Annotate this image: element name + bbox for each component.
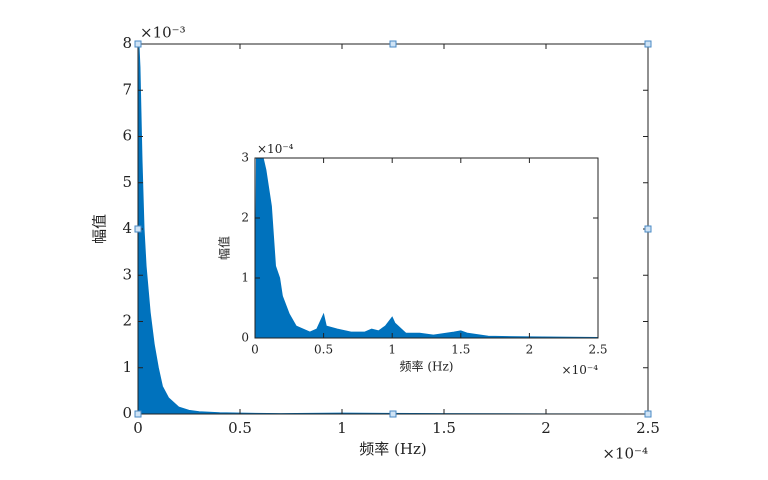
x-tick-label: 0 [133, 419, 143, 437]
x-tick-label: 2.5 [588, 343, 607, 357]
x-tick-label: 0.5 [314, 343, 333, 357]
y-multiplier: ×10⁻³ [140, 24, 186, 42]
x-tick-label: 0 [251, 343, 259, 357]
x-tick-label: 2 [541, 419, 551, 437]
selection-handle [389, 410, 397, 418]
x-multiplier: ×10⁻⁴ [602, 445, 648, 463]
y-tick-label: 5 [122, 173, 132, 191]
y-axis-label: 幅值 [91, 214, 109, 244]
y-axis-label: 幅值 [217, 236, 232, 260]
y-tick-label: 2 [122, 312, 132, 330]
y-tick-label: 0 [241, 331, 249, 345]
y-tick-label: 4 [122, 219, 132, 237]
y-multiplier: ×10⁻⁴ [257, 142, 294, 156]
inset-background [255, 158, 598, 338]
x-tick-label: 2.5 [636, 419, 660, 437]
selection-handle [134, 40, 142, 48]
spectrum-area [255, 158, 598, 338]
x-tick-label: 1.5 [432, 419, 456, 437]
x-tick-label: 1 [388, 343, 396, 357]
selection-handle [389, 40, 397, 48]
selection-handle [644, 410, 652, 418]
selection-handle [134, 225, 142, 233]
x-tick-label: 1 [337, 419, 347, 437]
x-multiplier: ×10⁻⁴ [562, 363, 599, 377]
y-tick-label: 0 [122, 404, 132, 422]
y-tick-label: 1 [241, 271, 249, 285]
y-tick-label: 3 [241, 151, 249, 165]
x-axis-label: 频率 (Hz) [359, 440, 426, 458]
plot-frame [254, 157, 599, 339]
y-tick-label: 1 [122, 358, 132, 376]
selection-handle [644, 225, 652, 233]
x-axis-label: 频率 (Hz) [400, 358, 454, 373]
y-tick-label: 2 [241, 211, 249, 225]
selection-handle [134, 410, 142, 418]
y-tick-label: 3 [122, 265, 132, 283]
selection-handle [644, 40, 652, 48]
x-tick-label: 1.5 [451, 343, 470, 357]
x-tick-label: 0.5 [228, 419, 252, 437]
x-tick-label: 2 [526, 343, 534, 357]
y-tick-label: 6 [122, 127, 132, 145]
y-tick-label: 7 [122, 80, 132, 98]
y-tick-label: 8 [122, 34, 132, 52]
